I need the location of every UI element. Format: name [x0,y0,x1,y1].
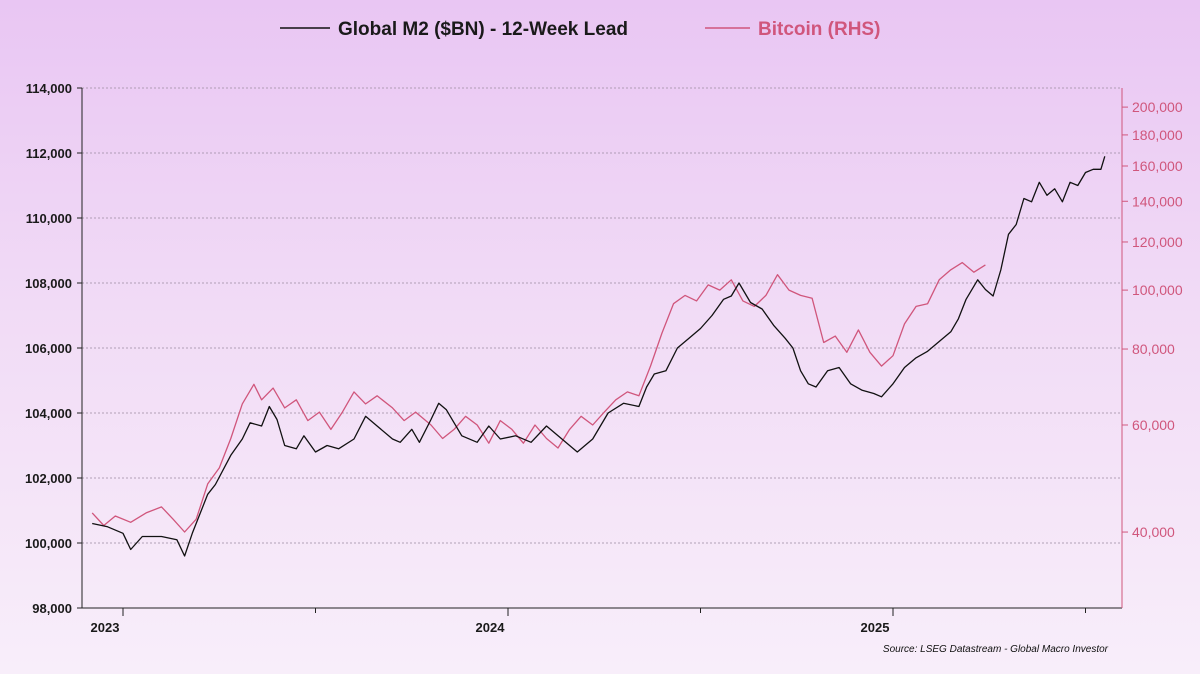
right-tick-label: 200,000 [1132,99,1183,115]
m2-series-line [92,156,1106,557]
left-tick-label: 106,000 [25,341,72,356]
left-tick-label: 102,000 [25,471,72,486]
left-tick-label: 100,000 [25,536,72,551]
left-tick-label: 98,000 [32,601,72,616]
source-note: Source: LSEG Datastream - Global Macro I… [883,644,1109,655]
left-tick-label: 104,000 [25,406,72,421]
right-tick-label: 80,000 [1132,341,1175,357]
left-tick-label: 114,000 [26,81,72,96]
x-tick-label: 2023 [91,620,120,635]
gridlines [82,87,1122,544]
bitcoin-series-line [91,261,986,533]
x-tick-label: 2024 [476,620,506,635]
right-tick-label: 60,000 [1132,417,1175,433]
right-tick-label: 140,000 [1132,193,1183,209]
x-axis-ticks: 2023 2024 2025 [91,608,1086,635]
right-tick-label: 160,000 [1132,158,1183,174]
legend: Global M2 ($BN) - 12-Week Lead Bitcoin (… [280,19,880,40]
right-tick-label: 40,000 [1132,524,1175,540]
legend-label-m2: Global M2 ($BN) - 12-Week Lead [338,19,628,40]
x-tick-label: 2025 [861,620,890,635]
left-tick-label: 112,000 [26,146,72,161]
series-layer [91,156,1106,557]
left-tick-label: 110,000 [26,211,72,226]
right-axis-ticks: 40,000 60,000 80,000 100,000 120,000 140,000 1… [1122,99,1183,540]
left-tick-label: 108,000 [25,276,72,291]
right-tick-label: 100,000 [1132,282,1183,298]
legend-label-btc: Bitcoin (RHS) [758,19,880,40]
left-axis-ticks: 98,000 100,000 102,000 104,000 106,000 108,00… [25,81,82,616]
right-tick-label: 180,000 [1132,127,1183,143]
right-tick-label: 120,000 [1132,234,1183,250]
